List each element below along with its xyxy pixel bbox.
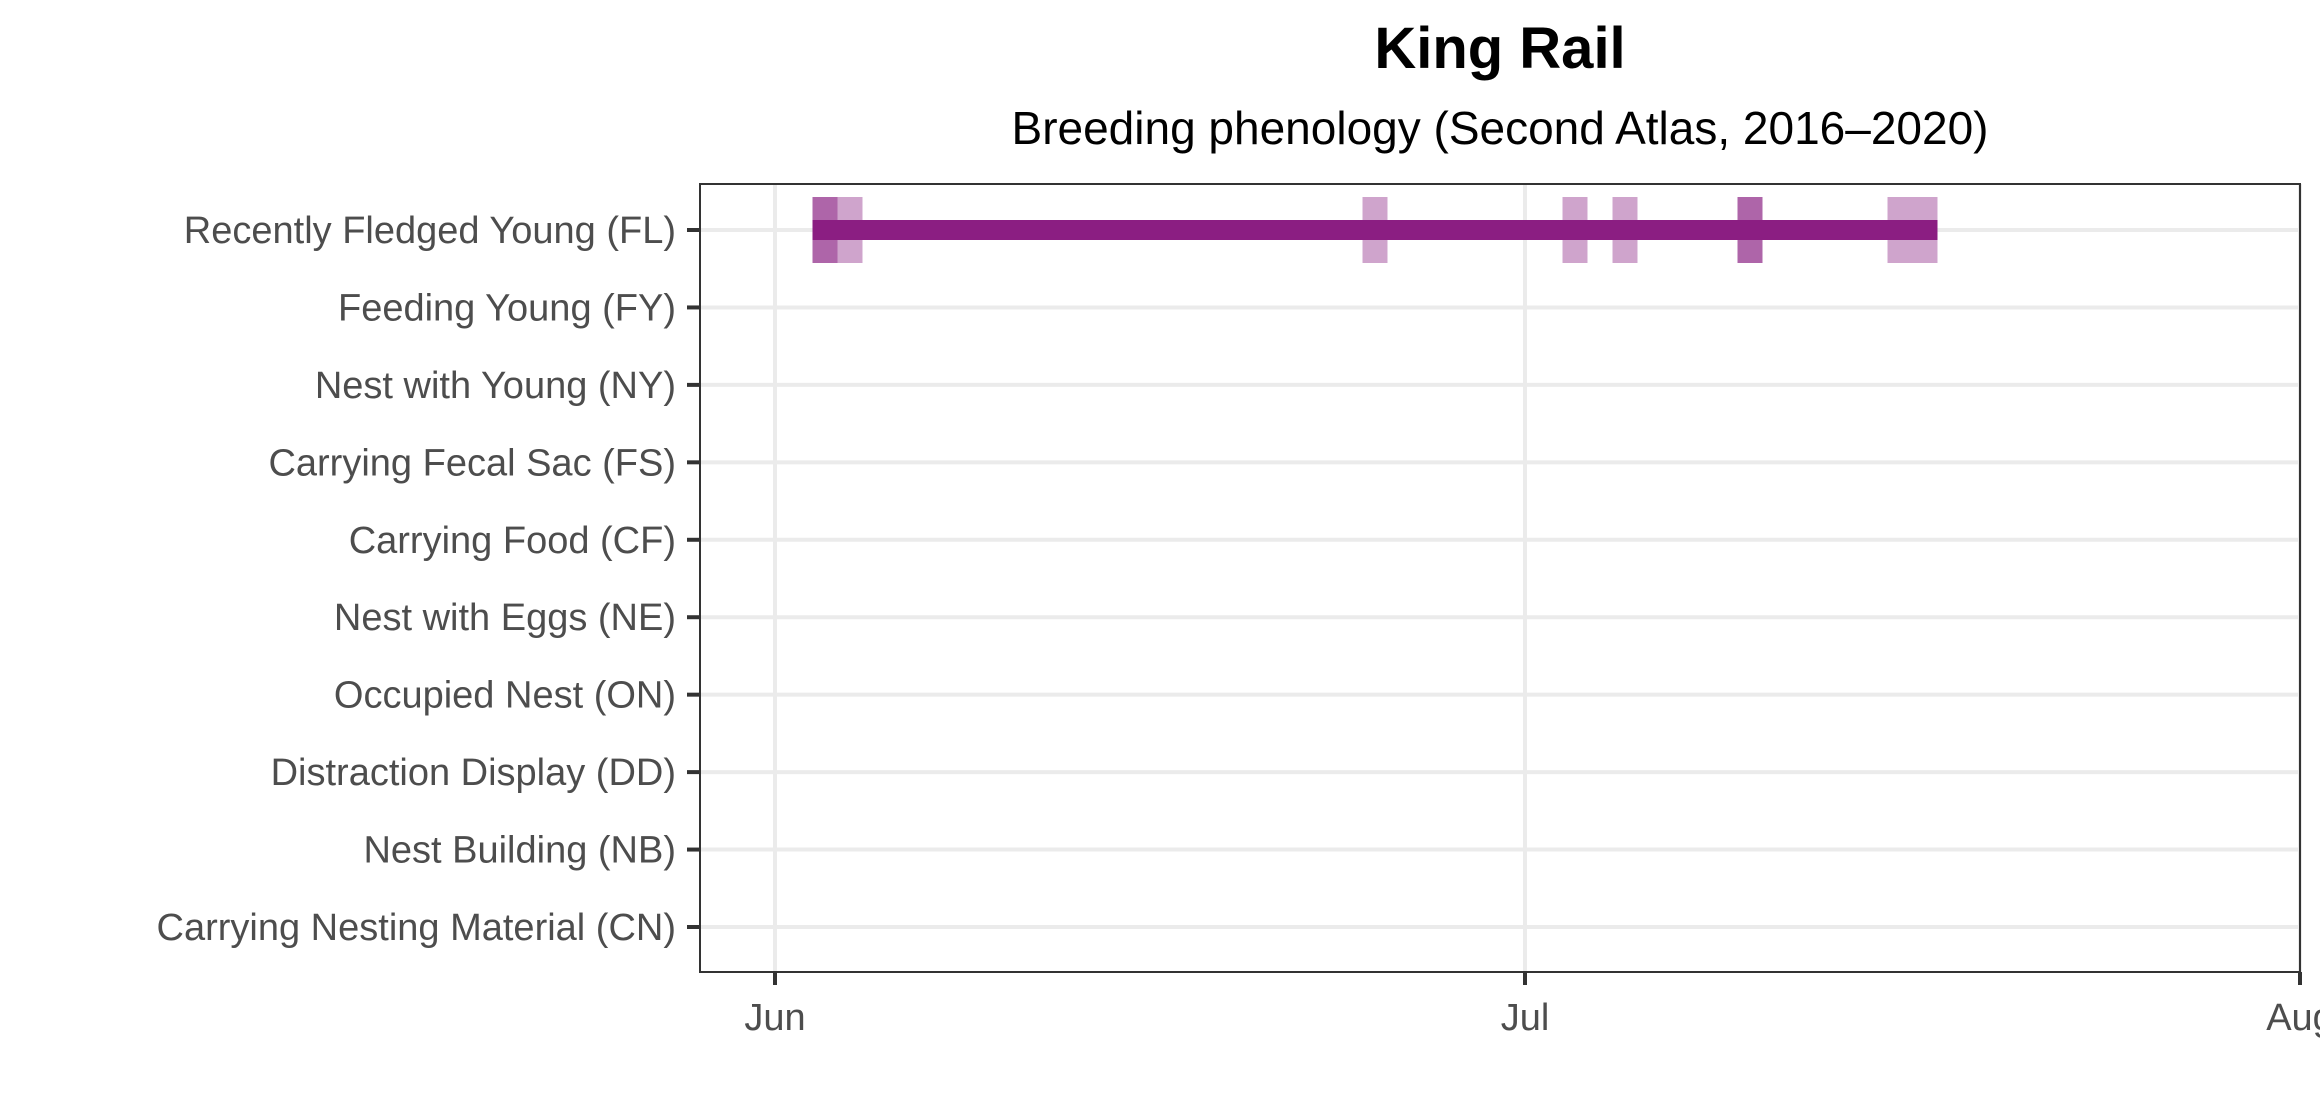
data-marks — [812, 197, 1938, 263]
chart-title: King Rail — [1374, 16, 1625, 81]
gridlines — [700, 184, 2302, 972]
x-tick-label: Aug — [2266, 997, 2320, 1039]
y-tick-label: Carrying Nesting Material (CN) — [157, 907, 676, 949]
y-tick-label: Recently Fledged Young (FL) — [184, 210, 676, 252]
y-tick-label: Occupied Nest (ON) — [334, 675, 676, 717]
chart-subtitle: Breeding phenology (Second Atlas, 2016–2… — [1012, 102, 1989, 154]
x-tick-label: Jun — [744, 997, 805, 1039]
y-tick-label: Carrying Food (CF) — [349, 520, 676, 562]
y-tick-label: Distraction Display (DD) — [271, 752, 676, 794]
y-tick-label: Carrying Fecal Sac (FS) — [268, 442, 676, 484]
y-tick-label: Nest Building (NB) — [363, 830, 676, 872]
y-tick-label: Nest with Eggs (NE) — [334, 597, 676, 639]
y-tick-label: Feeding Young (FY) — [338, 287, 676, 329]
x-tick-label: Jul — [1501, 997, 1550, 1039]
panel-border — [699, 183, 2301, 973]
y-tick-label: Nest with Young (NY) — [315, 365, 676, 407]
axes: Recently Fledged Young (FL) Feeding Young… — [157, 210, 2320, 1039]
